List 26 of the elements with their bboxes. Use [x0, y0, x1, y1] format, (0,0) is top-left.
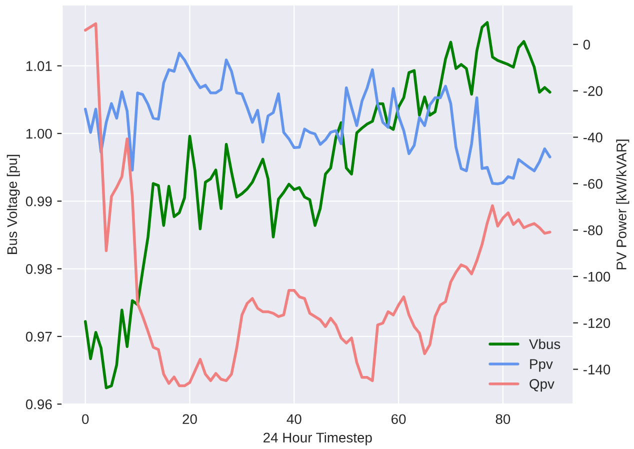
y2-tick-label: -140 [583, 364, 610, 374]
legend-label: Qpv [530, 379, 554, 392]
y2-tick-label: -60 [583, 178, 602, 189]
x-axis-title: 24 Hour Timestep [264, 432, 372, 446]
y-tick-label: 0.97 [26, 332, 52, 342]
legend-label: Vbus [529, 338, 560, 350]
y-tick-label: 0.98 [26, 264, 52, 274]
y-tick-label: 1.00 [26, 128, 52, 139]
y2-tick-label: -120 [583, 318, 610, 328]
legend-label: Ppv [530, 359, 553, 372]
y-tick-label: 0.96 [26, 399, 52, 410]
y2-tick-label: -40 [583, 132, 602, 142]
y2-tick-label: -80 [583, 225, 602, 236]
y-axis-title: Bus Voltage [pu] [6, 154, 20, 254]
y-tick-label: 1.01 [26, 61, 52, 71]
x-tick-label: 60 [392, 414, 406, 424]
y2-axis-title: PV Power [kW/kVAR] [616, 140, 630, 270]
x-tick-label: 80 [496, 414, 510, 424]
y2-tick-label: -100 [583, 272, 610, 282]
y2-tick-label: 0 [583, 40, 590, 50]
x-tick-label: 20 [182, 414, 197, 424]
line-series [84, 52, 552, 186]
y-tick-label: 0.99 [26, 196, 52, 206]
x-tick-label: 0 [82, 414, 89, 424]
y2-tick-label: -20 [583, 86, 602, 96]
x-tick-label: 40 [286, 414, 302, 424]
